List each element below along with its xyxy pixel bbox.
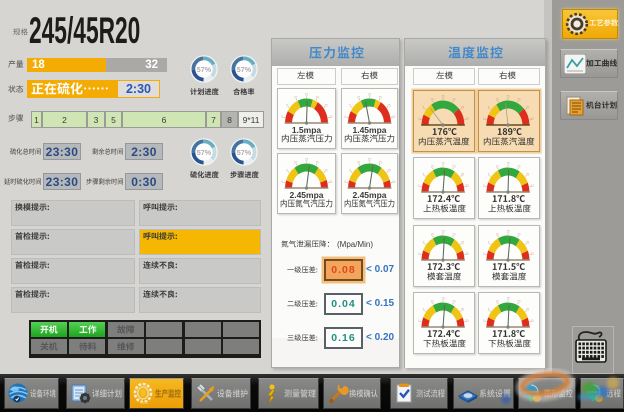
svg-text:0: 0: [483, 252, 485, 256]
svg-text:5: 5: [349, 168, 351, 172]
svg-text:15: 15: [441, 95, 444, 99]
svg-text:15: 15: [368, 93, 371, 97]
svg-text:25: 25: [526, 307, 529, 311]
svg-text:57%: 57%: [197, 65, 212, 74]
svg-text:10: 10: [431, 97, 434, 101]
svg-text:15: 15: [441, 297, 444, 301]
svg-text:15: 15: [305, 158, 308, 162]
svg-text:0: 0: [418, 319, 420, 323]
svg-text:25: 25: [387, 103, 390, 107]
svg-text:10: 10: [496, 164, 499, 168]
svg-text:10: 10: [431, 299, 434, 303]
svg-text:0: 0: [483, 117, 485, 121]
svg-text:5: 5: [488, 172, 490, 176]
svg-text:0: 0: [418, 117, 420, 121]
svg-text:30: 30: [466, 184, 469, 188]
svg-text:0: 0: [418, 184, 420, 188]
svg-text:0: 0: [418, 252, 420, 256]
svg-text:25: 25: [461, 240, 464, 244]
svg-text:30: 30: [531, 319, 534, 323]
svg-text:20: 20: [517, 299, 520, 303]
svg-text:5: 5: [423, 240, 425, 244]
svg-text:20: 20: [517, 232, 520, 236]
svg-text:5: 5: [423, 172, 425, 176]
svg-text:25: 25: [526, 105, 529, 109]
svg-text:15: 15: [305, 93, 308, 97]
svg-text:30: 30: [329, 115, 332, 119]
svg-text:20: 20: [379, 95, 382, 99]
svg-text:25: 25: [461, 105, 464, 109]
svg-text:20: 20: [316, 160, 319, 164]
svg-text:10: 10: [357, 95, 360, 99]
svg-text:5: 5: [286, 103, 288, 107]
svg-text:15: 15: [506, 297, 509, 301]
svg-text:25: 25: [461, 307, 464, 311]
svg-text:0: 0: [281, 115, 283, 119]
svg-text:10: 10: [496, 97, 499, 101]
svg-text:25: 25: [526, 172, 529, 176]
svg-text:30: 30: [531, 252, 534, 256]
svg-text:10: 10: [294, 95, 297, 99]
svg-text:15: 15: [506, 95, 509, 99]
svg-text:20: 20: [452, 97, 455, 101]
svg-text:10: 10: [431, 164, 434, 168]
svg-text:5: 5: [488, 105, 490, 109]
svg-text:5: 5: [423, 105, 425, 109]
svg-text:30: 30: [392, 115, 395, 119]
svg-text:20: 20: [452, 299, 455, 303]
svg-text:30: 30: [531, 117, 534, 121]
svg-text:15: 15: [441, 162, 444, 166]
svg-text:15: 15: [506, 162, 509, 166]
svg-text:20: 20: [517, 97, 520, 101]
svg-text:30: 30: [531, 184, 534, 188]
svg-text:25: 25: [526, 240, 529, 244]
svg-text:5: 5: [423, 307, 425, 311]
svg-text:15: 15: [368, 158, 371, 162]
svg-text:20: 20: [517, 164, 520, 168]
svg-text:30: 30: [466, 252, 469, 256]
svg-text:10: 10: [496, 232, 499, 236]
svg-text:20: 20: [379, 160, 382, 164]
svg-text:20: 20: [452, 232, 455, 236]
svg-text:20: 20: [452, 164, 455, 168]
svg-text:0: 0: [344, 180, 346, 184]
svg-text:5: 5: [286, 168, 288, 172]
svg-text:57%: 57%: [237, 148, 252, 157]
svg-text:30: 30: [392, 180, 395, 184]
svg-text:25: 25: [324, 168, 327, 172]
svg-text:20: 20: [316, 95, 319, 99]
svg-text:30: 30: [466, 319, 469, 323]
svg-text:57%: 57%: [237, 65, 252, 74]
svg-text:30: 30: [329, 180, 332, 184]
svg-text:0: 0: [344, 115, 346, 119]
svg-text:5: 5: [488, 307, 490, 311]
svg-text:57%: 57%: [197, 148, 212, 157]
svg-text:0: 0: [483, 319, 485, 323]
svg-text:0: 0: [281, 180, 283, 184]
svg-text:25: 25: [324, 103, 327, 107]
svg-text:5: 5: [349, 103, 351, 107]
svg-text:10: 10: [294, 160, 297, 164]
svg-text:5: 5: [488, 240, 490, 244]
svg-text:10: 10: [357, 160, 360, 164]
svg-text:25: 25: [461, 172, 464, 176]
svg-text:0: 0: [483, 184, 485, 188]
svg-text:15: 15: [506, 230, 509, 234]
svg-text:10: 10: [496, 299, 499, 303]
svg-text:30: 30: [466, 117, 469, 121]
svg-text:15: 15: [441, 230, 444, 234]
svg-text:25: 25: [387, 168, 390, 172]
svg-text:10: 10: [431, 232, 434, 236]
